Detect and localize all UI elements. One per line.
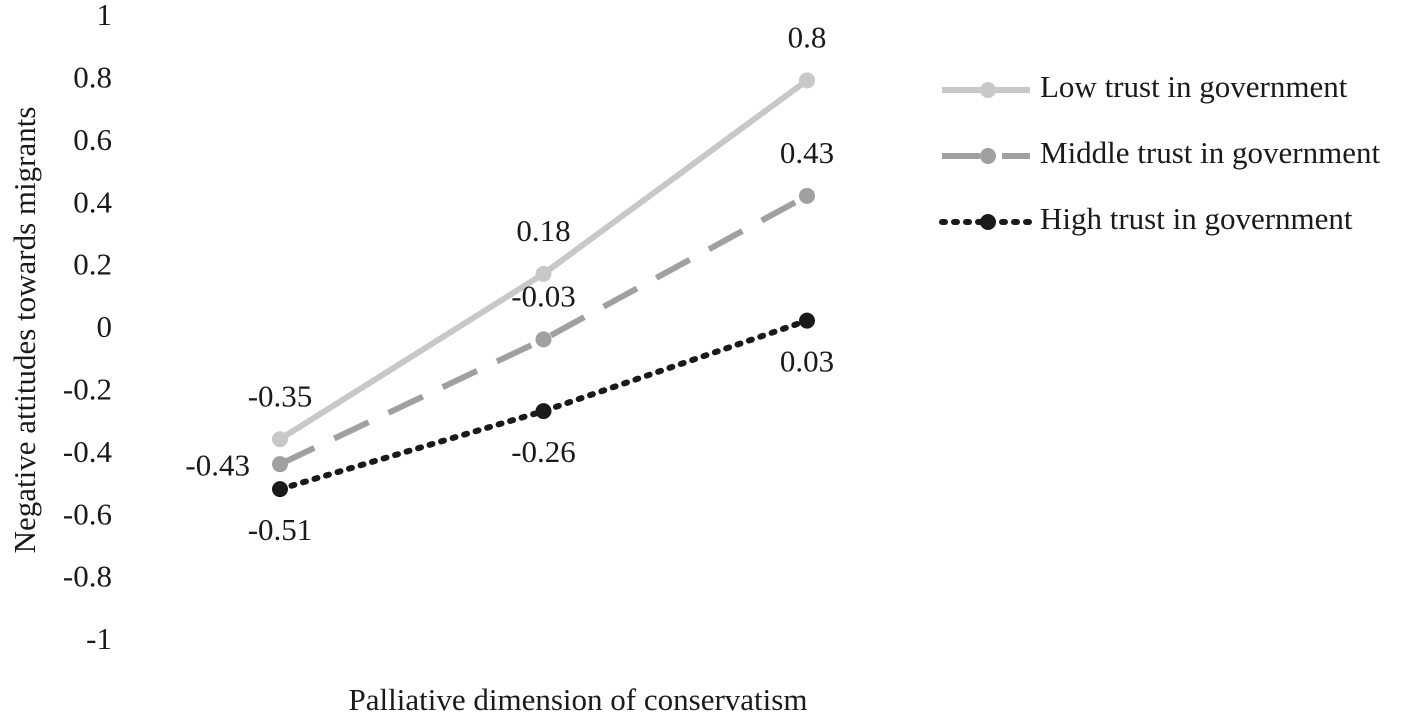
legend-label: Middle trust in government xyxy=(1040,135,1380,170)
series-line xyxy=(278,193,809,467)
data-label: 0.03 xyxy=(780,344,834,379)
series-line xyxy=(278,77,809,442)
legend-marker xyxy=(980,82,996,98)
y-tick-label: -0.6 xyxy=(63,496,112,531)
x-axis-title: Palliative dimension of conservatism xyxy=(349,682,808,717)
y-tick-label: -0.4 xyxy=(63,434,113,469)
y-tick-label: 0.2 xyxy=(73,247,112,282)
data-label: -0.51 xyxy=(248,512,313,547)
point xyxy=(799,72,815,89)
y-tick-label: -0.2 xyxy=(63,372,112,407)
legend-label: Low trust in government xyxy=(1040,69,1348,104)
data-label: -0.43 xyxy=(185,447,250,482)
y-axis-title: Negative attitudes towards migrants xyxy=(7,107,42,554)
y-tick-label: 0.4 xyxy=(73,184,112,219)
y-tick-label: 1 xyxy=(97,0,113,32)
y-tick-label: 0 xyxy=(97,309,113,344)
point xyxy=(535,331,552,348)
y-tick-label: 0.8 xyxy=(73,60,112,95)
point xyxy=(535,403,552,420)
legend-marker xyxy=(980,214,996,230)
y-tick-label: -1 xyxy=(86,621,112,656)
point xyxy=(799,312,815,329)
point xyxy=(799,187,815,204)
point xyxy=(535,265,552,282)
y-tick-label: -0.8 xyxy=(63,559,112,594)
data-label: -0.03 xyxy=(511,278,576,313)
data-label: -0.26 xyxy=(511,434,576,469)
data-label: 0.18 xyxy=(516,213,570,248)
y-tick-label: 0.6 xyxy=(73,122,112,157)
data-label: 0.43 xyxy=(780,135,834,170)
data-label: -0.35 xyxy=(248,378,313,413)
data-label: 0.8 xyxy=(788,20,827,55)
point xyxy=(272,456,288,473)
point xyxy=(272,481,288,498)
legend-label: High trust in government xyxy=(1040,201,1353,236)
point xyxy=(272,431,288,448)
legend-marker xyxy=(980,148,996,164)
